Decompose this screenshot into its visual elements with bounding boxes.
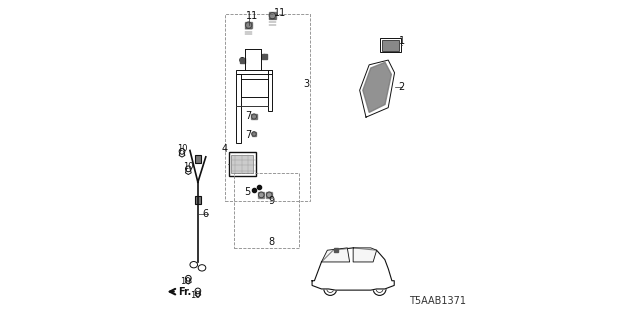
Bar: [241, 79, 268, 97]
Polygon shape: [262, 54, 267, 60]
Text: 10: 10: [190, 291, 200, 300]
Bar: [195, 196, 201, 204]
Bar: [195, 155, 201, 163]
Text: 7: 7: [245, 130, 251, 140]
Text: 4: 4: [222, 144, 228, 154]
Bar: [229, 152, 256, 176]
Polygon shape: [353, 248, 376, 262]
Polygon shape: [259, 192, 264, 198]
Text: 6: 6: [202, 209, 209, 219]
Polygon shape: [252, 114, 257, 119]
Bar: [225, 14, 310, 201]
Bar: [234, 173, 299, 248]
Bar: [268, 69, 273, 111]
Polygon shape: [321, 248, 349, 262]
Polygon shape: [252, 132, 256, 136]
Text: 10: 10: [180, 277, 191, 286]
Bar: [236, 69, 273, 74]
Text: 9: 9: [269, 196, 275, 206]
Text: 5: 5: [244, 187, 251, 197]
Text: T5AAB1371: T5AAB1371: [409, 296, 466, 306]
Bar: [382, 40, 399, 51]
Text: 11: 11: [274, 8, 286, 18]
Polygon shape: [240, 58, 245, 63]
Text: Fr.: Fr.: [178, 287, 191, 297]
Text: 8: 8: [269, 237, 275, 247]
Bar: [380, 38, 401, 52]
Text: 10: 10: [177, 144, 187, 153]
Text: 7: 7: [245, 111, 251, 121]
Bar: [232, 155, 253, 173]
Text: 3: 3: [303, 79, 309, 89]
Polygon shape: [266, 192, 272, 198]
Text: 11: 11: [246, 11, 259, 21]
Text: 1: 1: [399, 36, 404, 46]
Polygon shape: [363, 62, 392, 112]
Bar: [236, 74, 241, 142]
Text: 10: 10: [183, 163, 193, 172]
Polygon shape: [269, 12, 276, 19]
Polygon shape: [312, 248, 394, 290]
Polygon shape: [246, 22, 252, 28]
Text: 2: 2: [399, 82, 405, 92]
Polygon shape: [360, 60, 394, 117]
